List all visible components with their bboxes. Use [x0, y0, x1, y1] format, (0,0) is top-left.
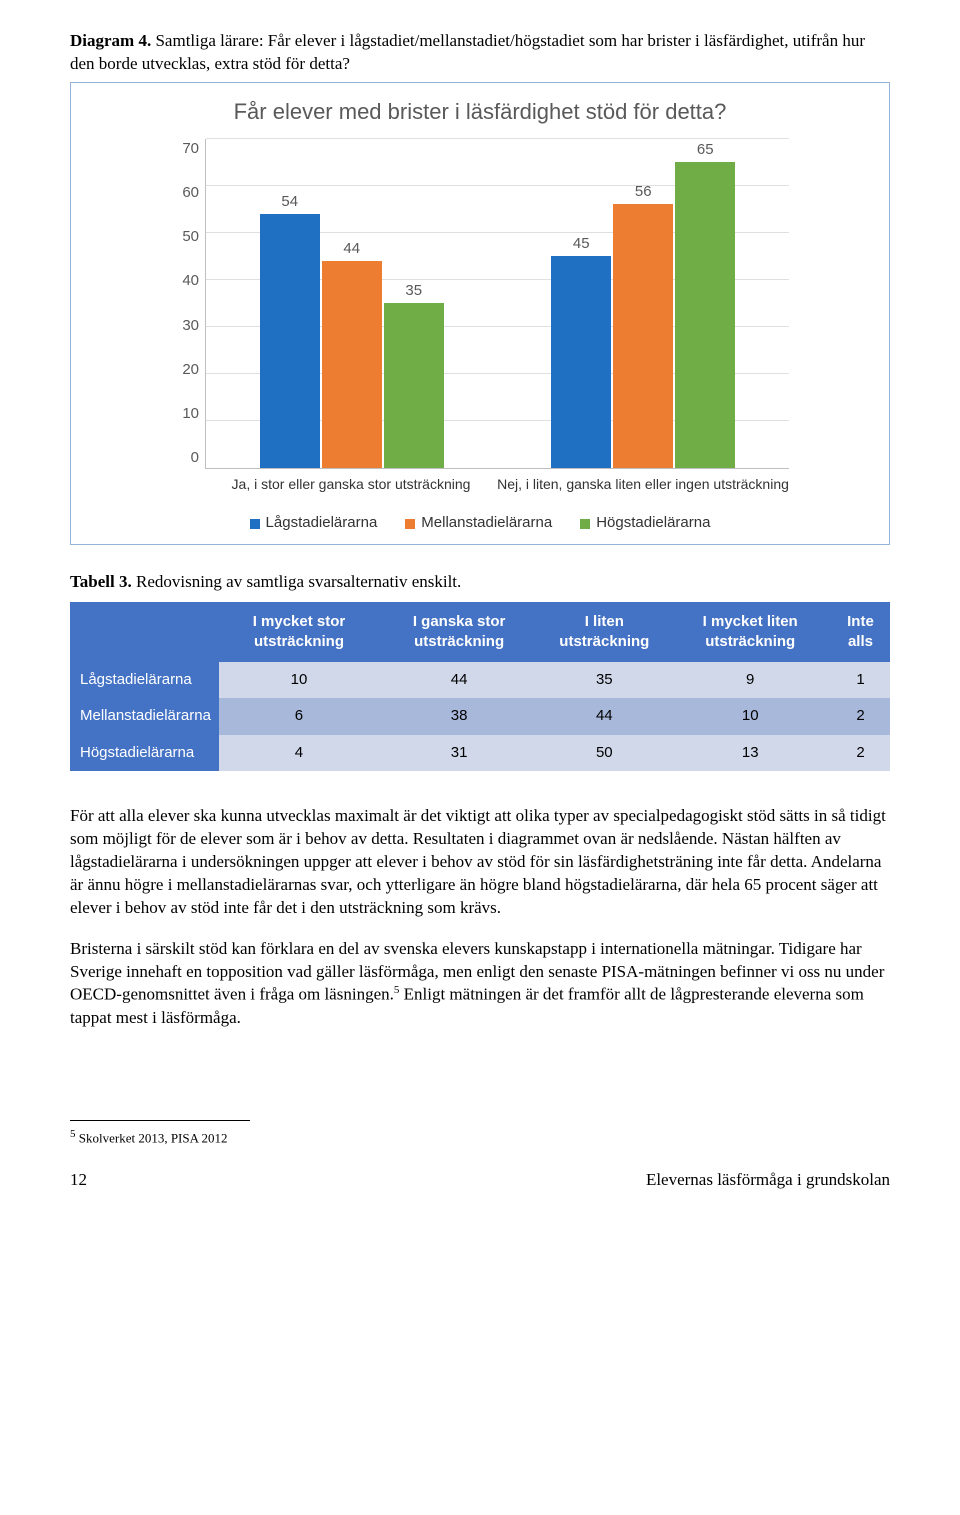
- ytick: 20: [182, 360, 199, 380]
- bar: 45: [551, 256, 611, 468]
- table-header: I mycket stor utsträckning: [219, 602, 379, 663]
- footnote: 5 Skolverket 2013, PISA 2012: [70, 1127, 890, 1147]
- bar-value-label: 65: [675, 140, 735, 160]
- legend-item: Mellanstadielärarna: [405, 513, 552, 533]
- table-cell: 44: [539, 698, 669, 734]
- page-footer: 12 Elevernas läsförmåga i grundskolan: [70, 1169, 890, 1192]
- bar-value-label: 54: [260, 192, 320, 212]
- ytick: 10: [182, 404, 199, 424]
- table-header: [70, 602, 219, 663]
- table-row: Mellanstadielärarna 6 38 44 10 2: [70, 698, 890, 734]
- bar-value-label: 56: [613, 182, 673, 202]
- table-cell: 31: [379, 735, 539, 771]
- body-paragraph-2: Bristerna i särskilt stöd kan förklara e…: [70, 938, 890, 1030]
- table-header: Inte alls: [831, 602, 890, 663]
- chart-title: Får elever med brister i läsfärdighet st…: [171, 97, 789, 127]
- ytick: 30: [182, 316, 199, 336]
- legend-swatch: [405, 519, 415, 529]
- table-cell: 50: [539, 735, 669, 771]
- table-cell: 38: [379, 698, 539, 734]
- table-row-label: Lågstadielärarna: [70, 662, 219, 698]
- bar: 44: [322, 261, 382, 468]
- legend-item: Lågstadielärarna: [250, 513, 378, 533]
- table-cell: 4: [219, 735, 379, 771]
- chart-y-axis: 70 60 50 40 30 20 10 0: [171, 139, 205, 469]
- ytick: 40: [182, 271, 199, 291]
- ytick: 70: [182, 139, 199, 159]
- table-row: Högstadielärarna 4 31 50 13 2: [70, 735, 890, 771]
- footnote-text: Skolverket 2013, PISA 2012: [76, 1130, 228, 1145]
- legend-label: Mellanstadielärarna: [421, 513, 552, 533]
- table-cell: 6: [219, 698, 379, 734]
- chart-container: Får elever med brister i läsfärdighet st…: [70, 82, 890, 545]
- chart-x-labels: Ja, i stor eller ganska stor utsträcknin…: [205, 475, 789, 494]
- diagram-caption-bold: Diagram 4.: [70, 31, 151, 50]
- footer-title: Elevernas läsförmåga i grundskolan: [646, 1169, 890, 1192]
- data-table: I mycket stor utsträckning I ganska stor…: [70, 602, 890, 771]
- table-header-row: I mycket stor utsträckning I ganska stor…: [70, 602, 890, 663]
- table-header: I mycket liten utsträckning: [669, 602, 831, 663]
- table-caption-text: Redovisning av samtliga svarsalternativ …: [132, 572, 462, 591]
- bar-group: 544435: [206, 139, 498, 468]
- table-row: Lågstadielärarna 10 44 35 9 1: [70, 662, 890, 698]
- table-cell: 35: [539, 662, 669, 698]
- page-number: 12: [70, 1169, 87, 1192]
- bar-value-label: 45: [551, 234, 611, 254]
- bar-group: 455665: [498, 139, 790, 468]
- table-cell: 44: [379, 662, 539, 698]
- legend-item: Högstadielärarna: [580, 513, 710, 533]
- table-row-label: Mellanstadielärarna: [70, 698, 219, 734]
- legend-label: Högstadielärarna: [596, 513, 710, 533]
- chart-plot: 544435455665: [205, 139, 789, 469]
- bar: 54: [260, 214, 320, 468]
- table-row-label: Högstadielärarna: [70, 735, 219, 771]
- bar-value-label: 44: [322, 239, 382, 259]
- legend-swatch: [580, 519, 590, 529]
- table-header: I liten utsträckning: [539, 602, 669, 663]
- diagram-caption-text: Samtliga lärare: Får elever i lågstadiet…: [70, 31, 865, 73]
- table-cell: 2: [831, 735, 890, 771]
- chart-legend: Lågstadielärarna Mellanstadielärarna Hög…: [171, 513, 789, 533]
- table-cell: 9: [669, 662, 831, 698]
- bar: 65: [675, 162, 735, 467]
- table-caption-bold: Tabell 3.: [70, 572, 132, 591]
- table-header: I ganska stor utsträckning: [379, 602, 539, 663]
- bar-value-label: 35: [384, 281, 444, 301]
- table-cell: 10: [219, 662, 379, 698]
- legend-label: Lågstadielärarna: [266, 513, 378, 533]
- ytick: 60: [182, 183, 199, 203]
- table-cell: 10: [669, 698, 831, 734]
- table-cell: 1: [831, 662, 890, 698]
- x-label: Nej, i liten, ganska liten eller ingen u…: [497, 475, 789, 494]
- bar: 56: [613, 204, 673, 467]
- table-caption: Tabell 3. Redovisning av samtliga svarsa…: [70, 571, 890, 594]
- diagram-caption: Diagram 4. Samtliga lärare: Får elever i…: [70, 30, 890, 76]
- x-label: Ja, i stor eller ganska stor utsträcknin…: [205, 475, 497, 494]
- bar: 35: [384, 303, 444, 468]
- ytick: 0: [191, 448, 199, 468]
- body-paragraph-1: För att alla elever ska kunna utvecklas …: [70, 805, 890, 920]
- chart-plot-area: 70 60 50 40 30 20 10 0 544435455665: [171, 139, 789, 469]
- ytick: 50: [182, 227, 199, 247]
- footnote-rule: [70, 1120, 250, 1121]
- table-cell: 13: [669, 735, 831, 771]
- legend-swatch: [250, 519, 260, 529]
- table-cell: 2: [831, 698, 890, 734]
